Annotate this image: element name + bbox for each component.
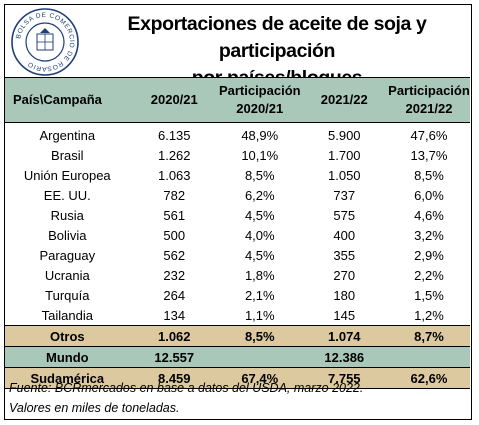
table-cell: 7.755 [300, 367, 388, 389]
sudamerica-row: Sudamérica 8.459 67,4% 7.755 62,6% [5, 367, 470, 389]
table-cell: 62,6% [387, 367, 470, 389]
sudamerica-label: Sudamérica [5, 367, 130, 389]
table-row: EE. UU. 782 6,2% 737 6,0% [5, 185, 470, 205]
table-cell: 13,7% [410, 147, 448, 163]
table-cell: 8,5% [244, 167, 275, 183]
table-cell: 4,0% [244, 227, 275, 243]
table-cell: 8,7% [387, 325, 470, 347]
table-cell: 4,6% [414, 207, 444, 223]
table-cell: 67,4% [218, 367, 301, 389]
table-cell: 5.900 [328, 127, 361, 143]
table-card: BOLSA DE COMERCIO DE ROSARIO Exportacion… [4, 4, 472, 420]
header: BOLSA DE COMERCIO DE ROSARIO Exportacion… [5, 5, 471, 89]
table-cell: 1,1% [244, 307, 275, 323]
table-cell: 1,8% [244, 267, 275, 283]
table-cell [218, 346, 301, 368]
exports-table: País\Campaña 2020/21 Participación 2020/… [5, 77, 470, 389]
table-row: Tailandia 134 1,1% 145 1,2% [5, 305, 470, 326]
table-cell: 2,2% [414, 267, 444, 283]
table-cell: 6,0% [414, 187, 444, 203]
table-row: Rusia 561 4,5% 575 4,6% [5, 205, 470, 225]
country-name: Argentina [39, 127, 96, 143]
country-name: Unión Europea [23, 167, 111, 183]
table-row: Bolivia 500 4,0% 400 3,2% [5, 225, 470, 245]
mundo-row: Mundo 12.557 12.386 [5, 346, 470, 368]
table-cell: 1.700 [328, 147, 361, 163]
table-cell: 400 [333, 227, 356, 243]
table-cell: 1.050 [328, 167, 361, 183]
table-cell: 1,2% [414, 307, 444, 323]
title-line-1: Exportaciones de aceite de soja y partic… [127, 13, 427, 62]
table-cell: 145 [333, 307, 356, 323]
otros-row: Otros 1.062 8,5% 1.074 8,7% [5, 325, 470, 347]
table-row: Argentina 6.135 48,9% 5.900 47,6% [5, 123, 470, 146]
table-cell: 500 [163, 227, 186, 243]
table-cell: 4,5% [244, 207, 275, 223]
column-header-country: País\Campaña [5, 77, 130, 123]
table-cell: 264 [163, 287, 186, 303]
footnote-units: Valores en miles de toneladas. [9, 401, 180, 415]
table-cell: 575 [333, 207, 356, 223]
country-name: Rusia [50, 207, 84, 223]
bolsa-seal-icon: BOLSA DE COMERCIO DE ROSARIO [11, 8, 79, 76]
country-name: Ucrania [44, 267, 90, 283]
table-cell: 232 [163, 267, 186, 283]
table-cell: 8,5% [218, 325, 301, 347]
column-header-2021-22: 2021/22 [300, 77, 388, 123]
table-cell: 1.063 [157, 167, 191, 183]
table-row: Unión Europea 1.063 8,5% 1.050 8,5% [5, 165, 470, 185]
table-cell: 6,2% [244, 187, 275, 203]
table-cell: 4,5% [244, 247, 275, 263]
table-cell: 12.557 [129, 346, 219, 368]
table-row: Paraguay 562 4,5% 355 2,9% [5, 245, 470, 265]
table-cell: 782 [163, 187, 186, 203]
column-header-2020-21: 2020/21 [129, 77, 219, 123]
table-cell: 1.062 [129, 325, 219, 347]
table-cell: 3,2% [414, 227, 444, 243]
table-cell: 1.262 [157, 147, 191, 163]
country-name: EE. UU. [43, 187, 91, 203]
column-header-share-2020-21: Participación 2020/21 [218, 77, 301, 123]
table-row: Ucrania 232 1,8% 270 2,2% [5, 265, 470, 285]
table-cell: 6.135 [157, 127, 191, 143]
table-cell: 48,9% [241, 127, 279, 143]
table-cell: 12.386 [300, 346, 388, 368]
table-cell [387, 346, 470, 368]
country-name: Paraguay [39, 247, 96, 263]
table-cell: 561 [163, 207, 186, 223]
country-name: Tailandia [41, 307, 93, 323]
table-cell: 2,1% [244, 287, 275, 303]
table-cell: 134 [163, 307, 186, 323]
table-cell: 270 [333, 267, 356, 283]
footnote-source: Fuente: BCRmercados en base a datos del … [9, 381, 364, 395]
country-name: Turquía [45, 287, 90, 303]
country-name: Bolivia [48, 227, 87, 243]
column-header-share-2021-22: Participación 2021/22 [387, 77, 470, 123]
table-row: Brasil 1.262 10,1% 1.700 13,7% [5, 145, 470, 165]
table-cell: 562 [163, 247, 186, 263]
table-cell: 10,1% [241, 147, 279, 163]
table-cell: 180 [333, 287, 356, 303]
mundo-label: Mundo [5, 346, 130, 368]
table-cell: 47,6% [410, 127, 448, 143]
table-cell: 1.074 [300, 325, 388, 347]
otros-label: Otros [5, 325, 130, 347]
table-cell: 8,5% [414, 167, 444, 183]
country-name: Brasil [51, 147, 84, 163]
table-cell: 8.459 [129, 367, 219, 389]
table-cell: 2,9% [414, 247, 444, 263]
table-row: Turquía 264 2,1% 180 1,5% [5, 285, 470, 305]
table-cell: 355 [333, 247, 356, 263]
table-cell: 737 [333, 187, 356, 203]
table-cell: 1,5% [414, 287, 444, 303]
table-header-row: País\Campaña 2020/21 Participación 2020/… [5, 77, 470, 123]
